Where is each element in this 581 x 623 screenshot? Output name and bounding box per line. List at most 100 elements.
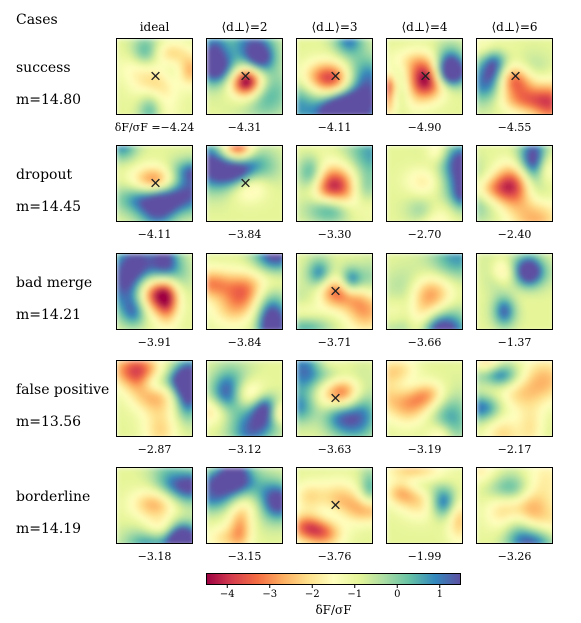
panel-value: −4.11 (317, 121, 352, 134)
heatmap-cell (162, 45, 167, 50)
heatmap-cell (404, 149, 409, 154)
heatmap-cell (370, 184, 372, 189)
heatmap-cell (169, 267, 174, 272)
heatmap-cell (515, 166, 520, 171)
heatmap-cell (134, 73, 139, 78)
heatmap-cell (349, 52, 354, 57)
heatmap-cell (446, 219, 451, 221)
heatmap-cell (480, 152, 485, 157)
heatmap-cell (529, 212, 534, 217)
heatmap-cell (123, 56, 128, 61)
heatmap-cell (356, 180, 361, 185)
heatmap-cell (456, 212, 461, 217)
heatmap-cell (117, 59, 121, 64)
heatmap-cell (370, 59, 372, 64)
heatmap-cell (407, 94, 412, 99)
heatmap-cell (217, 159, 222, 164)
heatmap-cell (494, 194, 499, 199)
heatmap-cell (324, 101, 329, 106)
heatmap-cell (421, 163, 426, 168)
heatmap-cell (328, 105, 333, 110)
heatmap-cell (158, 80, 163, 85)
heatmap-cell (300, 205, 305, 210)
heatmap-cell (404, 63, 409, 68)
heatmap-cell (273, 184, 278, 189)
heatmap-cell (241, 156, 246, 161)
heatmap-cell (393, 105, 398, 110)
heatmap-cell (460, 91, 462, 96)
heatmap-cell (515, 59, 520, 64)
heatmap-cell (179, 260, 184, 265)
heatmap-cell (210, 105, 215, 110)
heatmap-cell (352, 80, 357, 85)
heatmap-cell (255, 108, 260, 113)
heatmap-cell (453, 208, 458, 213)
heatmap-cell (543, 159, 548, 164)
heatmap-cell (539, 91, 544, 96)
heatmap-cell (213, 80, 218, 85)
heatmap-cell (266, 66, 271, 71)
heatmap-cell (238, 80, 243, 85)
heatmap-cell (165, 66, 170, 71)
heatmap-cell (269, 205, 274, 210)
heatmap-cell (400, 201, 405, 206)
heatmap-cell (314, 173, 319, 178)
heatmap-cell (411, 205, 416, 210)
heatmap-cell (148, 177, 153, 182)
heatmap-cell (248, 52, 253, 57)
heatmap-cell (480, 80, 485, 85)
heatmap-cell (300, 66, 305, 71)
heatmap-cell (400, 191, 405, 196)
heatmap-cell (393, 101, 398, 106)
heatmap-cell (255, 184, 260, 189)
heatmap-cell (273, 187, 278, 192)
heatmap-cell (300, 212, 305, 217)
heatmap-cell (224, 84, 229, 89)
heatmap-cell (255, 187, 260, 192)
heatmap-cell (515, 184, 520, 189)
heatmap-cell (363, 84, 368, 89)
heatmap-cell (120, 42, 125, 47)
heatmap-cell (234, 73, 239, 78)
heatmap-cell (522, 77, 527, 82)
heatmap-cell (331, 66, 336, 71)
heatmap-cell (266, 98, 271, 103)
heatmap-cell (446, 215, 451, 220)
heatmap-cell (303, 70, 308, 75)
heatmap-cell (210, 152, 215, 157)
heatmap-cell (151, 73, 156, 78)
heatmap-cell (172, 73, 177, 78)
heatmap-cell (342, 156, 347, 161)
heatmap-cell (453, 108, 458, 113)
heatmap-cell (300, 70, 305, 75)
heatmap-cell (176, 112, 181, 114)
heatmap-cell (179, 84, 184, 89)
heatmap-cell (172, 39, 177, 43)
heatmap-cell (449, 180, 454, 185)
heatmap-cell (522, 212, 527, 217)
heatmap-cell (273, 56, 278, 61)
heatmap-cell (407, 56, 412, 61)
heatmap-cell (130, 70, 135, 75)
heatmap-cell (183, 39, 188, 43)
heatmap-cell (234, 77, 239, 82)
heatmap-cell (303, 66, 308, 71)
heatmap-cell (262, 170, 267, 175)
heatmap-cell (338, 63, 343, 68)
heatmap-cell (238, 208, 243, 213)
heatmap-cell (345, 108, 350, 113)
heatmap-cell (183, 87, 188, 92)
heatmap-cell (546, 208, 551, 213)
heatmap-cell (238, 101, 243, 106)
heatmap-cell (220, 91, 225, 96)
heatmap-cell (172, 42, 177, 47)
heatmap-cell (393, 98, 398, 103)
heatmap-cell (390, 149, 395, 154)
heatmap-cell (356, 163, 361, 168)
heatmap-cell (186, 108, 191, 113)
heatmap-cell (425, 191, 430, 196)
heatmap-cell (130, 59, 135, 64)
heatmap-cell (127, 112, 132, 114)
heatmap-cell (546, 80, 551, 85)
heatmap-cell (238, 159, 243, 164)
